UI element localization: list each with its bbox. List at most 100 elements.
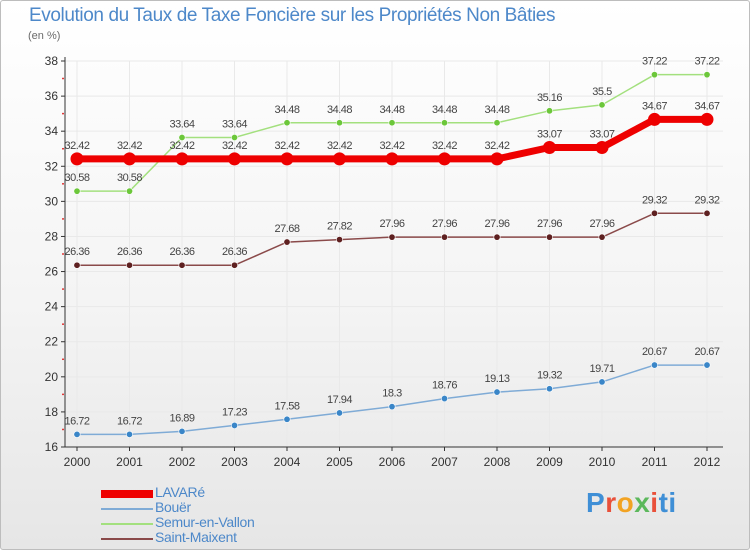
data-label: 34.48 [432, 104, 457, 116]
data-point [126, 187, 134, 195]
legend-label: LAVARé [155, 484, 205, 500]
legend-label: Bouër [155, 499, 191, 515]
data-label: 19.71 [589, 363, 614, 375]
data-point [650, 361, 658, 369]
data-label: 33.64 [222, 118, 247, 130]
data-label: 20.67 [694, 346, 719, 358]
data-point [598, 378, 606, 386]
data-label: 30.58 [64, 172, 89, 184]
data-label: 16.72 [117, 415, 142, 427]
data-point [595, 140, 609, 154]
x-tick-label: 2000 [64, 455, 91, 469]
x-tick-label: 2007 [431, 455, 458, 469]
data-label: 16.72 [64, 415, 89, 427]
data-label: 29.32 [642, 194, 667, 206]
data-label: 34.67 [642, 100, 667, 112]
data-point [231, 261, 239, 269]
data-point [440, 119, 448, 127]
data-point [178, 133, 186, 141]
data-label: 27.96 [484, 218, 509, 230]
data-label: 18.76 [432, 380, 457, 392]
data-label: 19.13 [484, 373, 509, 385]
legend-item: Bouër [101, 499, 401, 516]
data-label: 26.36 [222, 246, 247, 258]
data-point [175, 152, 189, 166]
data-label: 32.42 [327, 140, 352, 152]
logo-letter: x [634, 487, 651, 518]
data-label: 16.89 [169, 412, 194, 424]
data-point [228, 152, 241, 166]
data-point [126, 261, 134, 269]
data-point [650, 71, 658, 79]
data-label: 32.42 [274, 140, 299, 152]
y-axis-unit-label: (en %) [28, 30, 61, 42]
logo-letter: i [650, 487, 659, 518]
data-point [438, 152, 451, 166]
data-label: 26.36 [64, 246, 89, 258]
data-point [123, 152, 136, 166]
y-tick-label: 26 [45, 265, 59, 279]
data-point [440, 233, 448, 241]
data-point [333, 152, 346, 166]
logo-letter: o [616, 487, 635, 518]
data-point [648, 112, 661, 126]
data-point [545, 385, 553, 393]
data-point [650, 209, 658, 217]
data-label: 34.48 [327, 104, 352, 116]
data-label: 27.96 [537, 218, 562, 230]
data-point [493, 233, 501, 241]
data-point [70, 152, 84, 166]
legend-item: Saint-Maixent [101, 529, 401, 546]
data-label: 34.48 [484, 104, 509, 116]
data-label: 34.48 [379, 104, 404, 116]
legend-swatch [101, 538, 153, 540]
data-point [126, 430, 134, 438]
data-point [700, 112, 714, 126]
y-tick-label: 36 [45, 89, 59, 103]
data-label: 32.42 [117, 140, 142, 152]
logo-letter: i [668, 487, 677, 518]
data-point [703, 209, 711, 217]
data-point [543, 140, 556, 154]
data-point [73, 187, 81, 195]
data-point [388, 403, 396, 411]
y-tick-label: 28 [45, 229, 59, 243]
y-tick-label: 16 [45, 440, 59, 454]
data-label: 32.42 [169, 140, 194, 152]
y-tick-label: 30 [45, 194, 59, 208]
data-label: 35.5 [592, 86, 612, 98]
data-label: 26.36 [169, 246, 194, 258]
data-point [335, 236, 343, 244]
data-label: 18.3 [382, 388, 402, 400]
x-tick-label: 2006 [379, 455, 406, 469]
logo-letter: r [605, 487, 617, 518]
data-point [73, 430, 81, 438]
data-point [490, 152, 504, 166]
data-point [231, 133, 239, 141]
x-tick-label: 2005 [326, 455, 353, 469]
data-label: 32.42 [222, 140, 247, 152]
data-label: 17.23 [222, 406, 247, 418]
x-tick-label: 2001 [116, 455, 143, 469]
data-point [73, 261, 81, 269]
data-label: 33.64 [169, 118, 194, 130]
logo-letter: t [658, 487, 669, 518]
data-label: 29.32 [694, 194, 719, 206]
data-label: 32.42 [64, 140, 89, 152]
legend-swatch [101, 490, 153, 498]
data-point [335, 409, 343, 417]
legend-label: Semur-en-Vallon [155, 514, 255, 530]
data-label: 33.07 [589, 128, 614, 140]
data-label: 26.36 [117, 246, 142, 258]
data-point [703, 71, 711, 79]
y-tick-label: 24 [45, 300, 59, 314]
data-point [388, 119, 396, 127]
data-point [545, 107, 553, 115]
y-tick-label: 18 [45, 405, 59, 419]
data-label: 27.82 [327, 221, 352, 233]
chart-title: Evolution du Taux de Taxe Foncière sur l… [29, 5, 556, 26]
data-label: 27.96 [379, 218, 404, 230]
data-label: 32.42 [484, 140, 509, 152]
data-point [283, 415, 291, 423]
